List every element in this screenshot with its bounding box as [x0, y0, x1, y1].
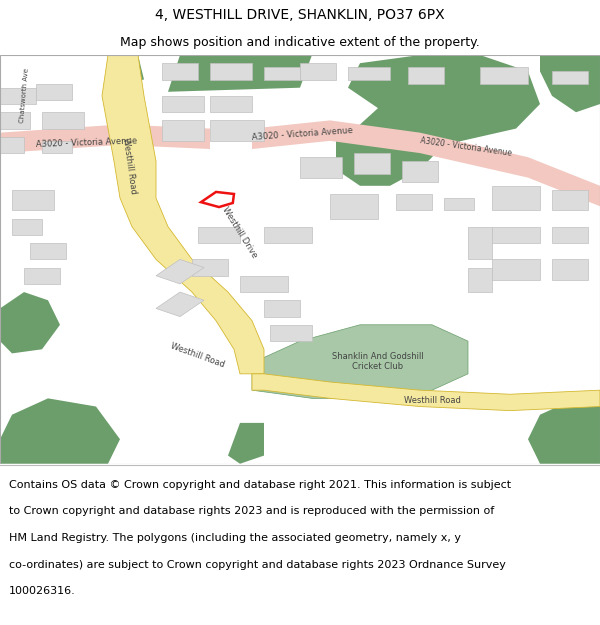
Polygon shape	[264, 68, 300, 79]
Polygon shape	[156, 292, 204, 317]
Polygon shape	[162, 63, 198, 79]
Polygon shape	[540, 55, 600, 112]
Polygon shape	[264, 227, 312, 243]
Polygon shape	[396, 194, 432, 211]
Polygon shape	[264, 300, 300, 317]
Text: Westhill Road: Westhill Road	[170, 341, 226, 369]
Polygon shape	[402, 161, 438, 182]
Text: HM Land Registry. The polygons (including the associated geometry, namely x, y: HM Land Registry. The polygons (includin…	[9, 533, 461, 543]
Polygon shape	[252, 121, 600, 206]
Polygon shape	[42, 141, 72, 153]
Text: 4, WESTHILL DRIVE, SHANKLIN, PO37 6PX: 4, WESTHILL DRIVE, SHANKLIN, PO37 6PX	[155, 8, 445, 22]
Polygon shape	[552, 227, 588, 243]
Polygon shape	[336, 55, 540, 186]
Polygon shape	[36, 84, 72, 100]
Text: A3020 - Victoria Avenue: A3020 - Victoria Avenue	[36, 137, 137, 149]
Polygon shape	[408, 68, 444, 84]
Text: Chatsworth Ave: Chatsworth Ave	[19, 68, 29, 124]
Text: Map shows position and indicative extent of the property.: Map shows position and indicative extent…	[120, 36, 480, 49]
Polygon shape	[24, 268, 60, 284]
Polygon shape	[30, 243, 66, 259]
Polygon shape	[108, 55, 144, 84]
Polygon shape	[468, 227, 492, 259]
Polygon shape	[0, 124, 210, 153]
Polygon shape	[0, 398, 120, 464]
Polygon shape	[156, 259, 204, 284]
Polygon shape	[192, 259, 228, 276]
Polygon shape	[444, 198, 474, 211]
Polygon shape	[348, 68, 390, 79]
Polygon shape	[210, 63, 252, 79]
Text: 100026316.: 100026316.	[9, 586, 76, 596]
Polygon shape	[552, 259, 588, 280]
Text: Westhill Road: Westhill Road	[404, 396, 460, 405]
Polygon shape	[198, 227, 240, 243]
Polygon shape	[162, 96, 204, 112]
Polygon shape	[552, 190, 588, 211]
Polygon shape	[492, 259, 540, 280]
Polygon shape	[0, 137, 24, 153]
Text: Shanklin And Godshill
Cricket Club: Shanklin And Godshill Cricket Club	[332, 352, 424, 371]
Polygon shape	[354, 153, 390, 174]
Polygon shape	[42, 112, 84, 129]
Text: Westhill Drive: Westhill Drive	[221, 206, 259, 260]
Polygon shape	[210, 121, 264, 141]
Text: Westhill Road: Westhill Road	[121, 137, 137, 194]
Text: co-ordinates) are subject to Crown copyright and database rights 2023 Ordnance S: co-ordinates) are subject to Crown copyr…	[9, 560, 506, 570]
Polygon shape	[12, 190, 54, 211]
Polygon shape	[0, 88, 36, 104]
Polygon shape	[252, 325, 468, 398]
Polygon shape	[300, 63, 336, 79]
Polygon shape	[270, 325, 312, 341]
Polygon shape	[528, 398, 600, 464]
Polygon shape	[480, 68, 528, 84]
Polygon shape	[552, 71, 588, 84]
Polygon shape	[162, 121, 204, 141]
Polygon shape	[0, 112, 30, 129]
Text: A3020 - Victoria Avenue: A3020 - Victoria Avenue	[420, 136, 512, 158]
Polygon shape	[102, 55, 264, 374]
Polygon shape	[492, 227, 540, 243]
Polygon shape	[252, 374, 600, 411]
Polygon shape	[0, 292, 60, 353]
Polygon shape	[210, 96, 252, 112]
Polygon shape	[300, 157, 342, 177]
Polygon shape	[330, 194, 378, 219]
Polygon shape	[12, 219, 42, 235]
Polygon shape	[228, 423, 264, 464]
Text: A3020 - Victoria Avenue: A3020 - Victoria Avenue	[252, 126, 353, 141]
Polygon shape	[492, 186, 540, 211]
Polygon shape	[168, 55, 312, 92]
Text: to Crown copyright and database rights 2023 and is reproduced with the permissio: to Crown copyright and database rights 2…	[9, 506, 494, 516]
Text: Contains OS data © Crown copyright and database right 2021. This information is : Contains OS data © Crown copyright and d…	[9, 480, 511, 490]
Polygon shape	[240, 276, 288, 292]
Polygon shape	[468, 268, 492, 292]
